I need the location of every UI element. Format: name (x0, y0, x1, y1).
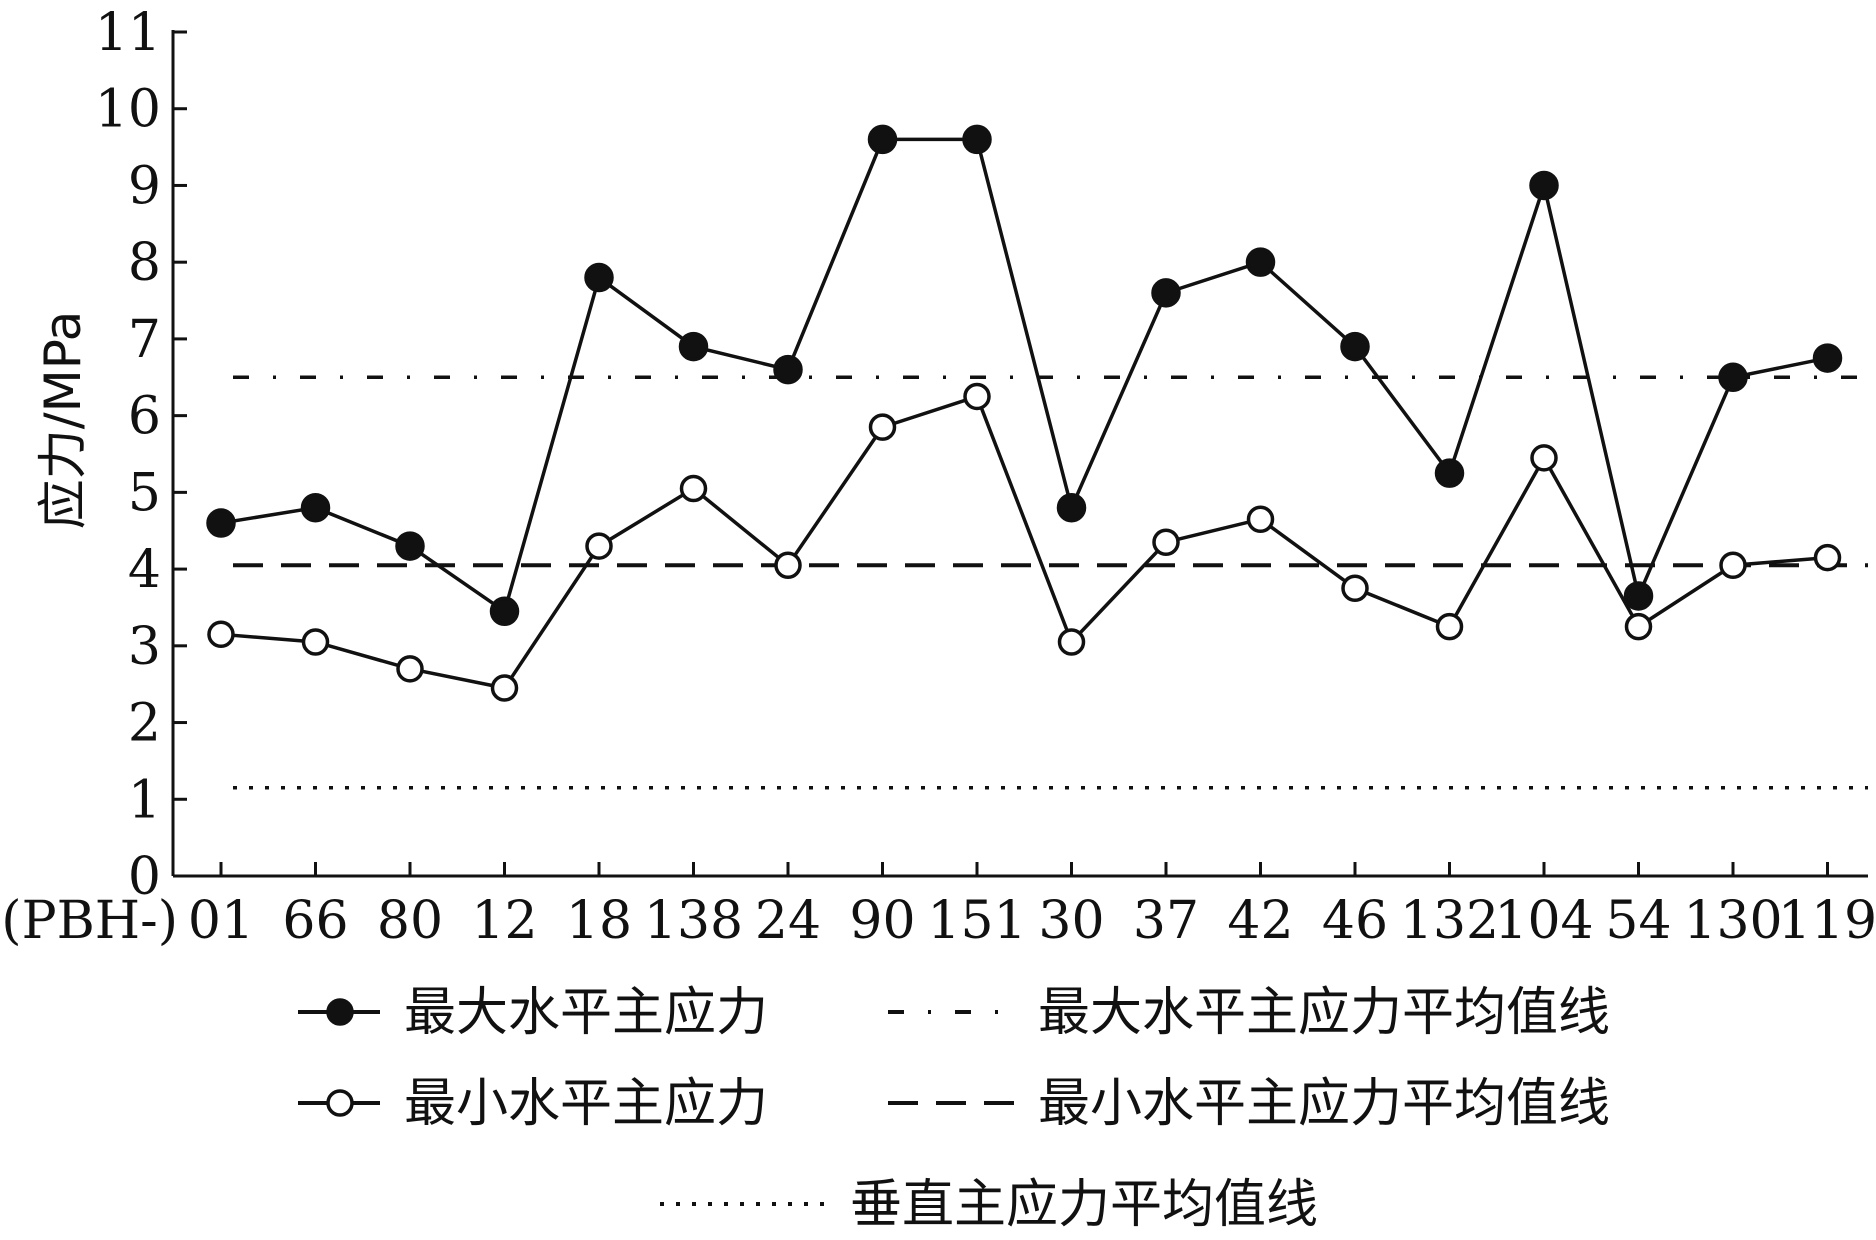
min-stress-point (1719, 551, 1747, 580)
min-stress-point (963, 382, 991, 411)
y-tick-label: 0 (128, 847, 161, 907)
max-stress-point (206, 508, 236, 538)
max-stress-point (1718, 362, 1748, 393)
legend-label: 最小水平主应力平均值线 (1038, 1074, 1610, 1134)
x-tick-label: 130 (1683, 891, 1782, 951)
min-stress-point (1624, 612, 1653, 641)
x-tick-label: 18 (566, 891, 632, 951)
y-tick-label: 7 (128, 310, 161, 370)
y-tick-label: 4 (128, 540, 161, 600)
legend-label: 最大水平主应力 (404, 983, 768, 1043)
max-stress-point (962, 124, 992, 155)
max-stress-point (1434, 458, 1465, 488)
min-stress-point (301, 628, 330, 656)
x-tick-label: 104 (1494, 891, 1593, 951)
max-stress-point (773, 354, 803, 385)
series-2 (207, 382, 1842, 702)
y-tick-label: 11 (95, 3, 161, 63)
x-tick-label: 151 (927, 891, 1026, 951)
min-stress-point (1057, 628, 1086, 656)
x-tick-label: 42 (1227, 891, 1293, 951)
max-stress-point (489, 596, 520, 627)
reference-lines (233, 375, 1868, 790)
series-line (220, 394, 1828, 690)
min-stress-point (207, 620, 235, 649)
x-tick-label: 138 (644, 891, 743, 951)
min-stress-point (1152, 528, 1180, 556)
x-tick-label: 37 (1133, 891, 1199, 951)
min-stress-point (679, 474, 708, 503)
max-stress-point (395, 531, 425, 561)
y-tick-label: 3 (128, 617, 161, 677)
max-stress-point (678, 331, 709, 362)
legend-filled-marker (326, 998, 354, 1026)
y-tick-label: 10 (95, 80, 161, 140)
legend-label: 最小水平主应力 (404, 1074, 768, 1134)
x-tick-label: 54 (1605, 891, 1671, 951)
x-tick-label: 66 (282, 891, 348, 951)
legend-label: 最大水平主应力平均值线 (1038, 983, 1610, 1043)
y-axis-title: 应力/MPa (34, 311, 92, 530)
x-prefix-label: (PBH-) (1, 891, 178, 951)
y-tick-label: 6 (128, 387, 161, 447)
series-group (206, 124, 1843, 702)
x-tick-label: 132 (1400, 891, 1499, 951)
max-stress-point (584, 262, 614, 293)
y-tick-label: 8 (128, 233, 161, 293)
max-stress-point (867, 124, 898, 155)
min-stress-point (868, 413, 897, 441)
x-tick-label: 12 (471, 891, 537, 951)
x-tick-label: 24 (755, 891, 821, 951)
legend-open-marker (326, 1089, 354, 1117)
x-tick-label: 119 (1778, 891, 1876, 951)
min-stress-point (490, 674, 519, 702)
x-tick-label: 80 (377, 891, 443, 951)
min-stress-point (1530, 444, 1558, 472)
x-tick-label: 46 (1322, 891, 1388, 951)
max-stress-point (1151, 278, 1181, 308)
min-stress-point (1341, 574, 1369, 603)
min-stress-point (1246, 505, 1275, 533)
min-stress-point (585, 532, 613, 560)
max-stress-point (1623, 581, 1654, 611)
max-stress-point (300, 492, 331, 523)
x-tick-label: 90 (849, 891, 915, 951)
x-tick-label: 30 (1038, 891, 1104, 951)
max-stress-point (1812, 343, 1843, 373)
y-tick-label: 1 (128, 770, 161, 830)
legend-label: 垂直主应力平均值线 (850, 1175, 1318, 1235)
min-stress-point (1435, 612, 1464, 641)
y-tick-label: 9 (128, 156, 161, 216)
series-1 (206, 124, 1843, 627)
min-stress-point (774, 551, 802, 580)
y-tick-label: 5 (128, 463, 161, 523)
max-stress-point (1529, 170, 1559, 201)
max-stress-point (1340, 331, 1370, 362)
min-stress-point (1813, 543, 1842, 572)
max-stress-point (1056, 492, 1087, 523)
y-tick-label: 2 (128, 694, 161, 754)
min-stress-point (396, 655, 424, 683)
x-tick-label: 01 (188, 891, 254, 951)
max-stress-point (1245, 247, 1276, 277)
series-line (220, 137, 1828, 615)
